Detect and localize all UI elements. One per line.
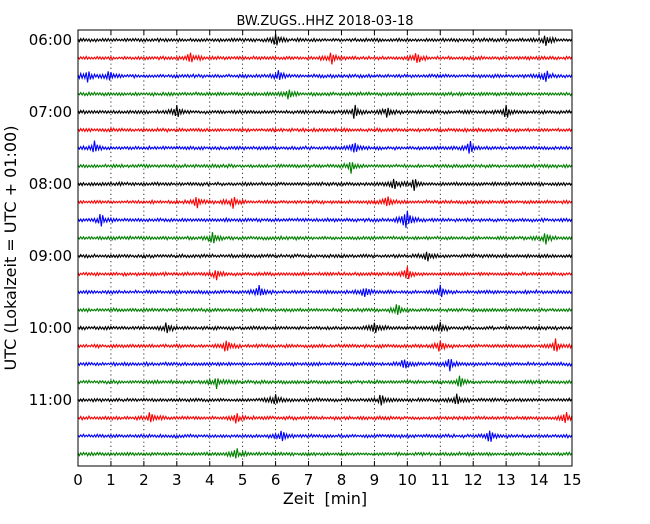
x-tick-label: 12 [464, 471, 483, 489]
x-axis-ticks: 0 1 2 3 4 5 6 7 8 9 10 11 12 13 14 15 [73, 30, 582, 489]
trace-line [77, 430, 573, 442]
x-tick-label: 7 [304, 471, 314, 489]
y-tick-label: 06:00 [29, 31, 72, 49]
plot-frame [77, 29, 573, 467]
trace-line [77, 232, 573, 245]
trace-line [77, 393, 573, 406]
trace-line [77, 33, 573, 46]
x-tick-label: 2 [139, 471, 149, 489]
y-tick-label: 11:00 [29, 391, 72, 409]
x-tick-label: 0 [73, 471, 83, 489]
trace-line [77, 140, 573, 154]
trace-line [77, 196, 573, 209]
chart-title: BW.ZUGS..HHZ 2018-03-18 [236, 14, 413, 29]
trace-line [77, 89, 573, 100]
trace-line [77, 448, 573, 459]
trace-line [77, 304, 573, 316]
y-tick-label: 10:00 [29, 319, 72, 337]
seismic-traces [77, 33, 573, 459]
x-tick-label: 5 [238, 471, 248, 489]
x-tick-label: 3 [172, 471, 182, 489]
x-tick-label: 6 [271, 471, 281, 489]
trace-line [77, 161, 573, 174]
x-axis-label: Zeit [min] [283, 489, 367, 508]
y-tick-label: 07:00 [29, 103, 72, 121]
y-tick-label: 09:00 [29, 247, 72, 265]
trace-line [77, 104, 573, 119]
x-tick-label: 10 [398, 471, 417, 489]
trace-line [77, 412, 573, 424]
x-tick-label: 8 [337, 471, 347, 489]
trace-line [77, 52, 573, 65]
trace-line [77, 266, 573, 281]
x-tick-label: 4 [205, 471, 215, 489]
trace-line [77, 284, 573, 298]
x-tick-label: 11 [431, 471, 450, 489]
x-tick-label: 14 [530, 471, 549, 489]
trace-line [77, 359, 573, 372]
x-tick-label: 15 [562, 471, 581, 489]
trace-line [77, 321, 573, 334]
x-tick-label: 9 [370, 471, 380, 489]
y-tick-label: 08:00 [29, 175, 72, 193]
x-tick-label: 13 [497, 471, 516, 489]
y-axis-ticks: 06:00 07:00 08:00 09:00 10:00 11:00 [29, 31, 572, 409]
trace-line [77, 251, 573, 262]
trace-line [77, 178, 573, 191]
trace-line [77, 375, 573, 389]
y-axis-label: UTC (Lokalzeit = UTC + 01:00) [1, 126, 20, 371]
trace-line [77, 210, 573, 228]
trace-line [77, 70, 573, 83]
x-tick-label: 1 [106, 471, 116, 489]
trace-line [77, 126, 573, 134]
trace-line [77, 338, 573, 352]
